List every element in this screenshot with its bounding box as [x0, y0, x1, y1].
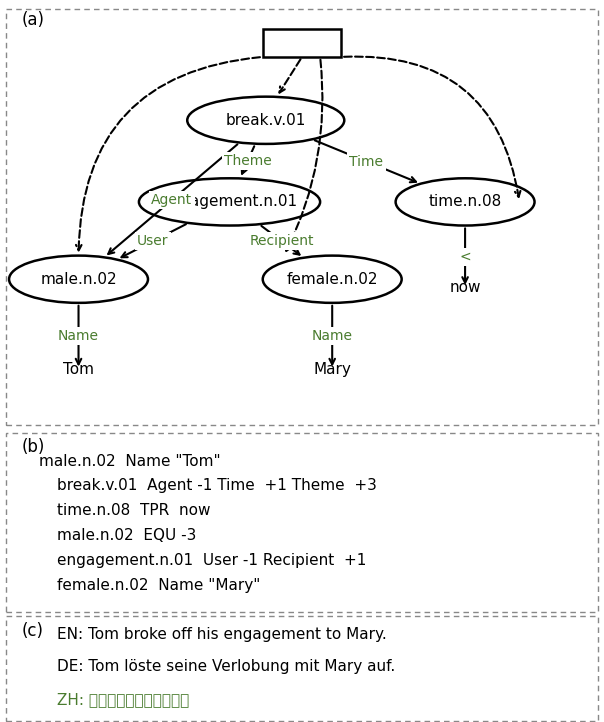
Text: male.n.02  EQU -3: male.n.02 EQU -3 [57, 528, 197, 543]
Text: now: now [449, 280, 481, 295]
Text: Time: Time [350, 155, 384, 168]
Text: break.v.01: break.v.01 [225, 113, 306, 128]
Text: EN: Tom broke off his engagement to Mary.: EN: Tom broke off his engagement to Mary… [57, 627, 387, 642]
Text: Tom: Tom [63, 362, 94, 377]
Text: female.n.02: female.n.02 [286, 271, 378, 287]
Text: User: User [137, 234, 169, 248]
Text: DE: Tom löste seine Verlobung mit Mary auf.: DE: Tom löste seine Verlobung mit Mary a… [57, 659, 396, 674]
Text: engagement.n.01: engagement.n.01 [161, 194, 298, 209]
Text: Name: Name [58, 329, 99, 343]
Text: Theme: Theme [223, 154, 272, 168]
Text: engagement.n.01  User -1 Recipient  +1: engagement.n.01 User -1 Recipient +1 [57, 553, 367, 568]
Text: time.n.08: time.n.08 [428, 194, 502, 209]
Text: time.n.08  TPR  now: time.n.08 TPR now [57, 503, 211, 518]
Text: Agent: Agent [152, 193, 193, 207]
Text: (c): (c) [21, 622, 43, 640]
Text: <: < [459, 250, 471, 264]
Text: Name: Name [312, 329, 353, 343]
Text: Mary: Mary [313, 362, 351, 377]
Text: female.n.02  Name "Mary": female.n.02 Name "Mary" [57, 578, 261, 593]
Text: male.n.02  Name "Tom": male.n.02 Name "Tom" [39, 453, 221, 469]
Text: break.v.01  Agent -1 Time  +1 Theme  +3: break.v.01 Agent -1 Time +1 Theme +3 [57, 479, 378, 493]
Text: (b): (b) [21, 438, 45, 456]
Text: male.n.02: male.n.02 [40, 271, 117, 287]
Bar [263, 29, 341, 57]
Text: (a): (a) [21, 11, 44, 29]
Text: Recipient: Recipient [249, 234, 313, 248]
Text: ZH: 汤姆与玛丽解除了婚约。: ZH: 汤姆与玛丽解除了婚约。 [57, 692, 190, 707]
